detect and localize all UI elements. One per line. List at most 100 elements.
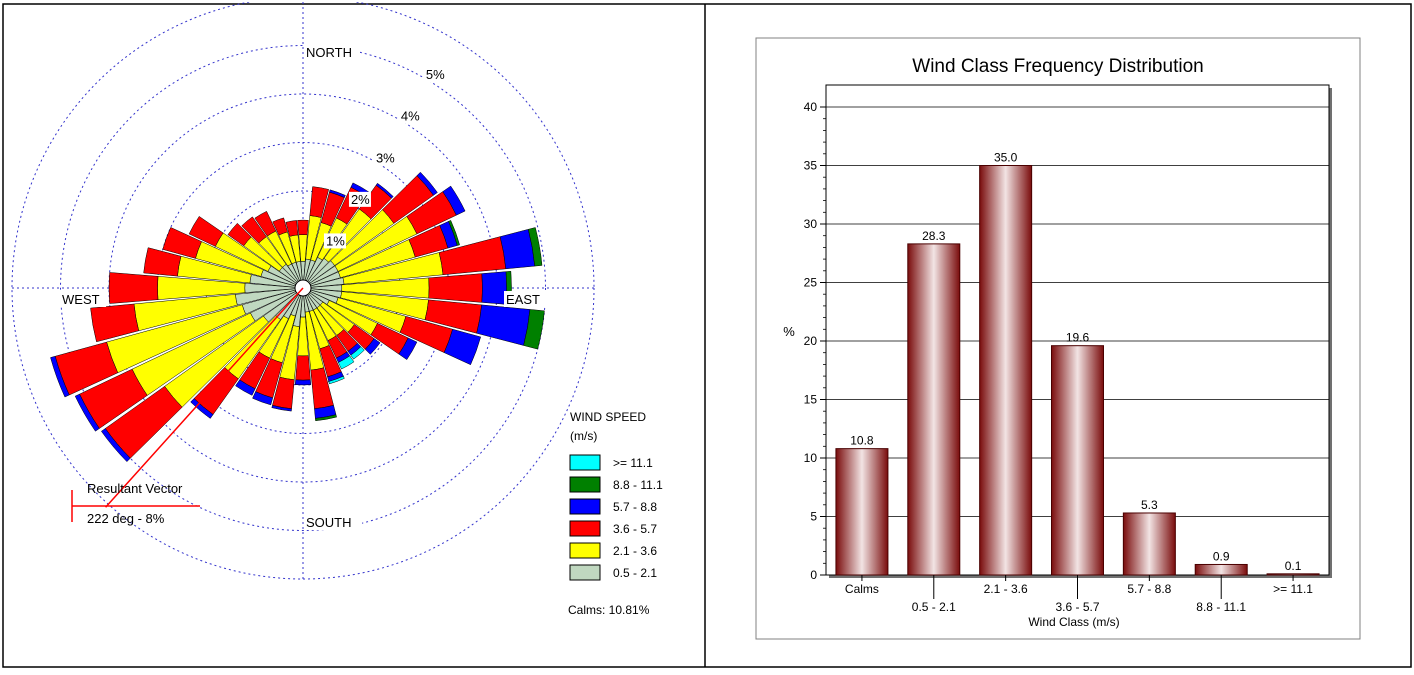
bar-value-label-7: 0.1: [1285, 559, 1302, 573]
legend-swatch-2: [569, 476, 601, 493]
y-tick-label-15: 15: [804, 393, 818, 407]
rose-ring-5: [60, 45, 546, 531]
ring-label-5: 5%: [426, 67, 445, 82]
petal-290-class-3: [162, 227, 202, 259]
petal-340-class-3: [272, 217, 288, 236]
bar-7: [1266, 573, 1320, 576]
x-tick-label-3: 2.1 - 3.6: [984, 582, 1028, 596]
bar-value-label-5: 5.3: [1141, 498, 1158, 512]
petal-300-class-3: [188, 216, 224, 247]
south-label-bg: [304, 514, 362, 530]
y-tick-label-10: 10: [804, 451, 818, 465]
y-axis-label: %: [783, 324, 795, 339]
east-label-bg: [504, 291, 546, 307]
bar-value-label-6: 0.9: [1213, 549, 1230, 563]
legend-swatch-3: [569, 498, 601, 515]
y-tick-label-40: 40: [804, 100, 818, 114]
outer-frame: [2, 3, 1412, 668]
legend-label-5: 2.1 - 3.6: [613, 544, 657, 558]
bar-value-label-3: 35.0: [994, 151, 1018, 165]
resultant-vector-title: Resultant Vector: [87, 481, 183, 496]
bar-1: [835, 448, 889, 576]
petal-120-class-4: [398, 337, 418, 360]
petal-140-class-6: [350, 346, 365, 360]
north-label: NORTH: [306, 45, 352, 60]
bar-5: [1122, 512, 1176, 576]
ring-label-4: 4%: [401, 109, 420, 124]
y-tick-label-25: 25: [804, 276, 818, 290]
x-axis-label: Wind Class (m/s): [1028, 615, 1119, 629]
petal-220-class-4: [190, 398, 214, 419]
petal-200-class-4: [252, 391, 274, 406]
y-tick-label-20: 20: [804, 334, 818, 348]
x-tick-label-5: 5.7 - 8.8: [1127, 582, 1171, 596]
petal-270-class-3: [108, 272, 159, 304]
bar-value-label-2: 28.3: [922, 229, 946, 243]
legend-swatch-5: [569, 542, 601, 559]
x-axis-ticks: Calms 0.5 - 2.1 2.1 - 3.6 3.6 - 5.7 5.7 - 8.…: [845, 575, 1313, 614]
petal-330-class-3: [254, 210, 277, 237]
bar-2: [907, 243, 961, 576]
petal-40-class-4: [375, 182, 394, 199]
resultant-vector: [71, 287, 304, 522]
legend-label-6: 0.5 - 2.1: [613, 566, 657, 580]
calms-label: Calms: 10.81%: [568, 603, 650, 617]
x-tick-label-6: 8.8 - 11.1: [1196, 600, 1246, 614]
petal-320-class-3: [241, 216, 267, 244]
legend-subtitle: (m/s): [570, 429, 597, 443]
bar-4: [1051, 345, 1104, 576]
x-tick-label-2: 0.5 - 2.1: [912, 600, 956, 614]
bar-3: [979, 165, 1033, 576]
petal-210-class-4: [235, 379, 256, 396]
legend-swatch-6: [569, 564, 601, 581]
petal-90-class-4: [481, 271, 507, 305]
petal-80-class-5: [527, 227, 543, 267]
east-label: EAST: [506, 292, 540, 307]
ring-label-bg-4: [398, 108, 421, 124]
y-axis-ticks: 0 5 10 15 20 25 30 35 40: [804, 100, 826, 582]
wind-speed-legend: WIND SPEED (m/s) >= 11.1 8.8 - 11.1 5.7 - …: [568, 410, 663, 617]
petal-240-class-4: [74, 393, 100, 432]
y-tick-label-5: 5: [810, 510, 817, 524]
legend-items: >= 11.1 8.8 - 11.1 5.7 - 8.8 3.6 - 5.7 2.1 -…: [569, 454, 663, 581]
petal-130-class-4: [364, 338, 381, 355]
y-tick-label-30: 30: [804, 217, 818, 231]
petal-260-class-3: [90, 303, 140, 343]
north-label-bg: [304, 44, 360, 60]
petal-10-class-3: [309, 186, 329, 218]
rose-petals: [50, 171, 545, 463]
legend-label-4: 3.6 - 5.7: [613, 522, 657, 536]
resultant-vector-line: [105, 287, 304, 508]
petal-310-class-3: [227, 222, 252, 247]
petal-70-class-5: [448, 220, 460, 246]
bar-6: [1194, 563, 1248, 576]
ring-label-2: 2%: [351, 192, 370, 207]
petal-250-class-4: [50, 355, 70, 398]
petal-190-class-4: [271, 405, 292, 412]
petal-350-class-3: [285, 220, 299, 237]
x-tick-label-1: Calms: [845, 582, 879, 596]
legend-label-3: 5.7 - 8.8: [613, 500, 657, 514]
y-tick-label-35: 35: [804, 159, 818, 173]
bar-value-label-4: 19.6: [1066, 331, 1090, 345]
petal-100-class-5: [523, 309, 545, 350]
petal-180-class-3: [295, 355, 311, 381]
petal-150-class-6: [338, 355, 355, 370]
legend-title: WIND SPEED: [570, 410, 646, 424]
bars: 10.8 28.3 35.0 19.6 5.3 0.9 0.1: [835, 151, 1320, 576]
ring-label-bg-1: [323, 233, 346, 249]
bar-value-label-1: 10.8: [850, 434, 874, 448]
legend-swatch-1: [569, 454, 601, 471]
wind-class-chart: Wind Class Frequency Distribution 0 5 10 15…: [755, 37, 1361, 640]
wind-rose: 1% 2% 3% 4% 5% NORTH SOUTH EAST WEST Resulta…: [11, 2, 663, 617]
y-tick-label-0: 0: [810, 568, 817, 582]
ring-label-bg-5: [423, 67, 446, 83]
petal-160-class-6: [328, 375, 345, 385]
petal-170-class-5: [315, 414, 337, 422]
petal-50-class-4: [416, 171, 438, 196]
x-tick-label-4: 3.6 - 5.7: [1055, 600, 1099, 614]
petal-0-class-3: [297, 219, 309, 236]
ring-label-3: 3%: [376, 150, 395, 165]
petal-280-class-3: [143, 247, 182, 277]
